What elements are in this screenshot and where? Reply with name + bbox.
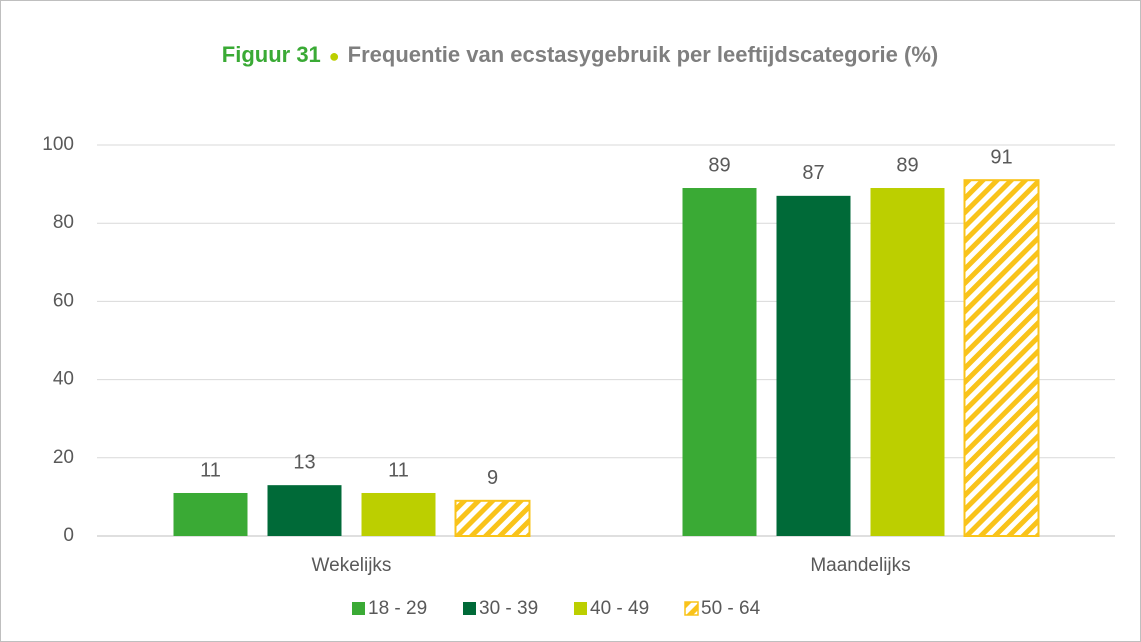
legend-swatch (463, 602, 476, 615)
bar (682, 188, 757, 536)
y-tick-label: 40 (53, 369, 74, 390)
title-bullet: ● (328, 46, 340, 66)
value-label: 89 (708, 154, 730, 176)
x-tick-label: Wekelijks (312, 555, 392, 576)
bar (454, 499, 531, 537)
legend-label: 18 - 29 (368, 598, 427, 619)
y-tick-label: 60 (53, 290, 74, 311)
y-tick-label: 20 (53, 447, 74, 468)
bar (361, 492, 436, 536)
value-label: 11 (200, 459, 221, 481)
bar (776, 195, 851, 536)
title-label: Figuur 31 (221, 42, 321, 67)
legend-swatch (352, 602, 365, 615)
bar (173, 492, 248, 536)
value-label: 91 (990, 146, 1012, 168)
y-tick-label: 80 (53, 212, 74, 233)
value-label: 89 (896, 154, 918, 176)
legend-label: 30 - 39 (479, 598, 538, 619)
y-tick-label: 0 (63, 525, 74, 546)
value-label: 87 (802, 162, 824, 184)
legend-swatch (574, 602, 587, 615)
legend-label: 40 - 49 (590, 598, 649, 619)
value-label: 13 (293, 451, 315, 473)
chart-title-block: Figuur 31 ● Frequentie van ecstasygebruik … (210, 34, 950, 77)
value-label: 11 (388, 459, 409, 481)
chart-title: Frequentie van ecstasygebruik per leefti… (347, 42, 939, 67)
legend-swatch (684, 601, 699, 616)
legend-label: 50 - 64 (701, 598, 761, 619)
bar (870, 188, 945, 536)
y-tick-label: 100 (42, 134, 74, 155)
x-tick-label: Maandelijks (810, 555, 910, 576)
bar (963, 179, 1040, 537)
bar (267, 485, 342, 536)
value-label: 9 (487, 467, 498, 489)
